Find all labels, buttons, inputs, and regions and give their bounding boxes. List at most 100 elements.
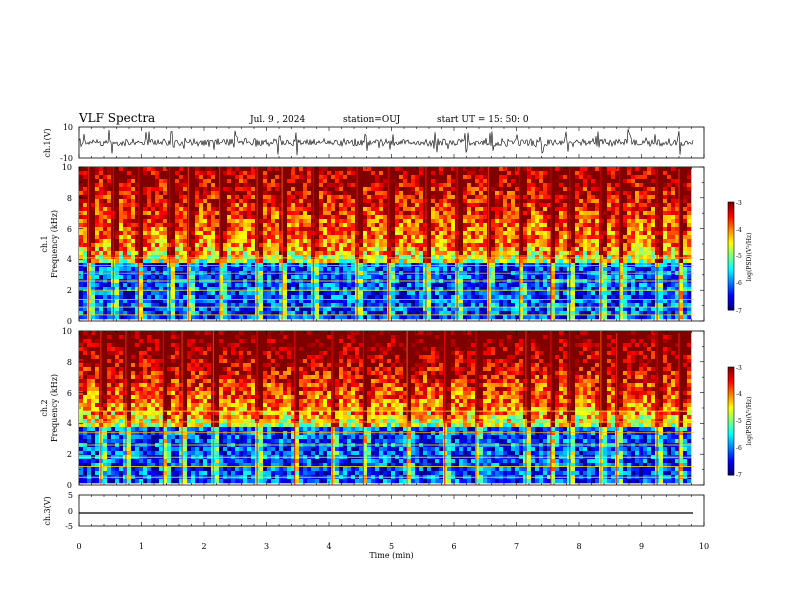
spectrogram-cell [415,219,420,224]
spectrogram-cell [143,259,148,264]
spectrogram-cell [287,179,292,184]
spectrogram-cell [279,303,284,308]
spectrogram-cell [319,211,324,216]
spectrogram-cell [335,303,340,308]
spectrogram-cell [503,303,508,308]
spectrogram-cell [383,227,388,232]
spectrogram-cell [383,307,388,312]
spectrogram-cell [507,191,512,196]
spectrogram-cell [459,287,464,292]
spectrogram-cell [87,315,92,320]
spectrogram-cell [287,235,292,240]
spectrogram-cell [471,211,476,216]
spectrogram-cell [391,243,396,248]
spectrogram-cell [175,291,180,296]
spectrogram-cell [363,231,368,236]
spectrogram-cell [155,215,160,220]
spectrogram-cell [535,299,540,304]
spectrogram-cell [547,239,552,244]
spectrogram-cell [499,287,504,292]
spectrogram-cell [95,311,100,316]
spectrogram-cell [515,195,520,200]
spectrogram-cell [179,267,184,272]
spectrogram-cell [563,303,568,308]
spectrogram-cell [551,191,556,196]
spectrogram-cell [403,227,408,232]
spectrogram-cell [431,267,436,272]
spectrogram-cell [587,287,592,292]
spectrogram-cell [519,291,524,296]
spectrogram-cell [275,211,280,216]
spectrogram-cell [595,171,600,176]
spectrogram-cell [495,207,500,212]
spectrogram-cell [91,299,96,304]
spectrogram-cell [275,283,280,288]
spectrogram-cell [471,243,476,248]
spectrogram-cell [171,303,176,308]
spectrogram-cell [319,175,324,180]
spectrogram-cell [439,191,444,196]
spectrogram-cell [507,207,512,212]
spectrogram-cell [543,167,548,172]
spectrogram-cell [187,287,192,292]
spectrogram-cell [335,199,340,204]
spectrogram-cell [303,203,308,208]
spectrogram-cell [279,311,284,316]
spectrogram-cell [479,307,484,312]
spectrogram-cell [83,231,88,236]
spectrogram-cell [223,175,228,180]
spectrogram-cell [459,199,464,204]
spectrogram-cell [151,235,156,240]
spectrogram-cell [419,287,424,292]
spectrogram-cell [131,303,136,308]
spectrogram-cell [379,231,384,236]
spectrogram-cell [467,311,472,316]
spectrogram-cell [547,179,552,184]
spectrogram-cell [215,179,220,184]
spectrogram-cell [131,211,136,216]
spectrogram-cell [543,227,548,232]
spectrogram-cell [435,215,440,220]
spectrogram-cell [107,175,112,180]
spectrogram-cell [83,251,88,256]
spectrogram-cell [315,167,320,172]
spectrogram-cell [579,215,584,220]
spectrogram-cell [371,187,376,192]
spectrogram-cell [323,299,328,304]
spectrogram-cell [555,219,560,224]
spectrogram-cell [415,195,420,200]
spectrogram-cell [107,191,112,196]
spectrogram-cell [95,255,100,260]
spectrogram-cell [443,187,448,192]
spectrogram-cell [415,211,420,216]
spectrogram-cell [183,303,188,308]
spectrogram-cell [575,239,580,244]
spectrogram-cell [303,231,308,236]
spectrogram-cell [415,223,420,228]
spectrogram-cell [159,251,164,256]
spectrogram-cell [227,219,232,224]
spectrogram-cell [363,291,368,296]
spectrogram-cell [391,183,396,188]
spectrogram-cell [563,255,568,260]
spectrogram-cell [419,183,424,188]
spectrogram-cell [579,315,584,320]
spectrogram-cell [123,239,128,244]
spectrogram-cell [475,179,480,184]
spectrogram-cell [399,275,404,280]
spectrogram-cell [83,275,88,280]
spectrogram-cell [147,183,152,188]
spectrogram-cell [187,199,192,204]
spectrogram-cell [231,183,236,188]
spectrogram-cell [79,303,84,308]
spectrogram-cell [155,171,160,176]
spectrogram-cell [583,207,588,212]
spectrogram-cell [195,167,200,172]
spectrogram-cell [395,303,400,308]
spectrogram-cell [291,275,296,280]
spectrogram-cell [427,183,432,188]
spectrogram-cell [391,291,396,296]
spectrogram-cell [247,175,252,180]
spectrogram-cell [175,255,180,260]
spectrogram-cell [563,251,568,256]
